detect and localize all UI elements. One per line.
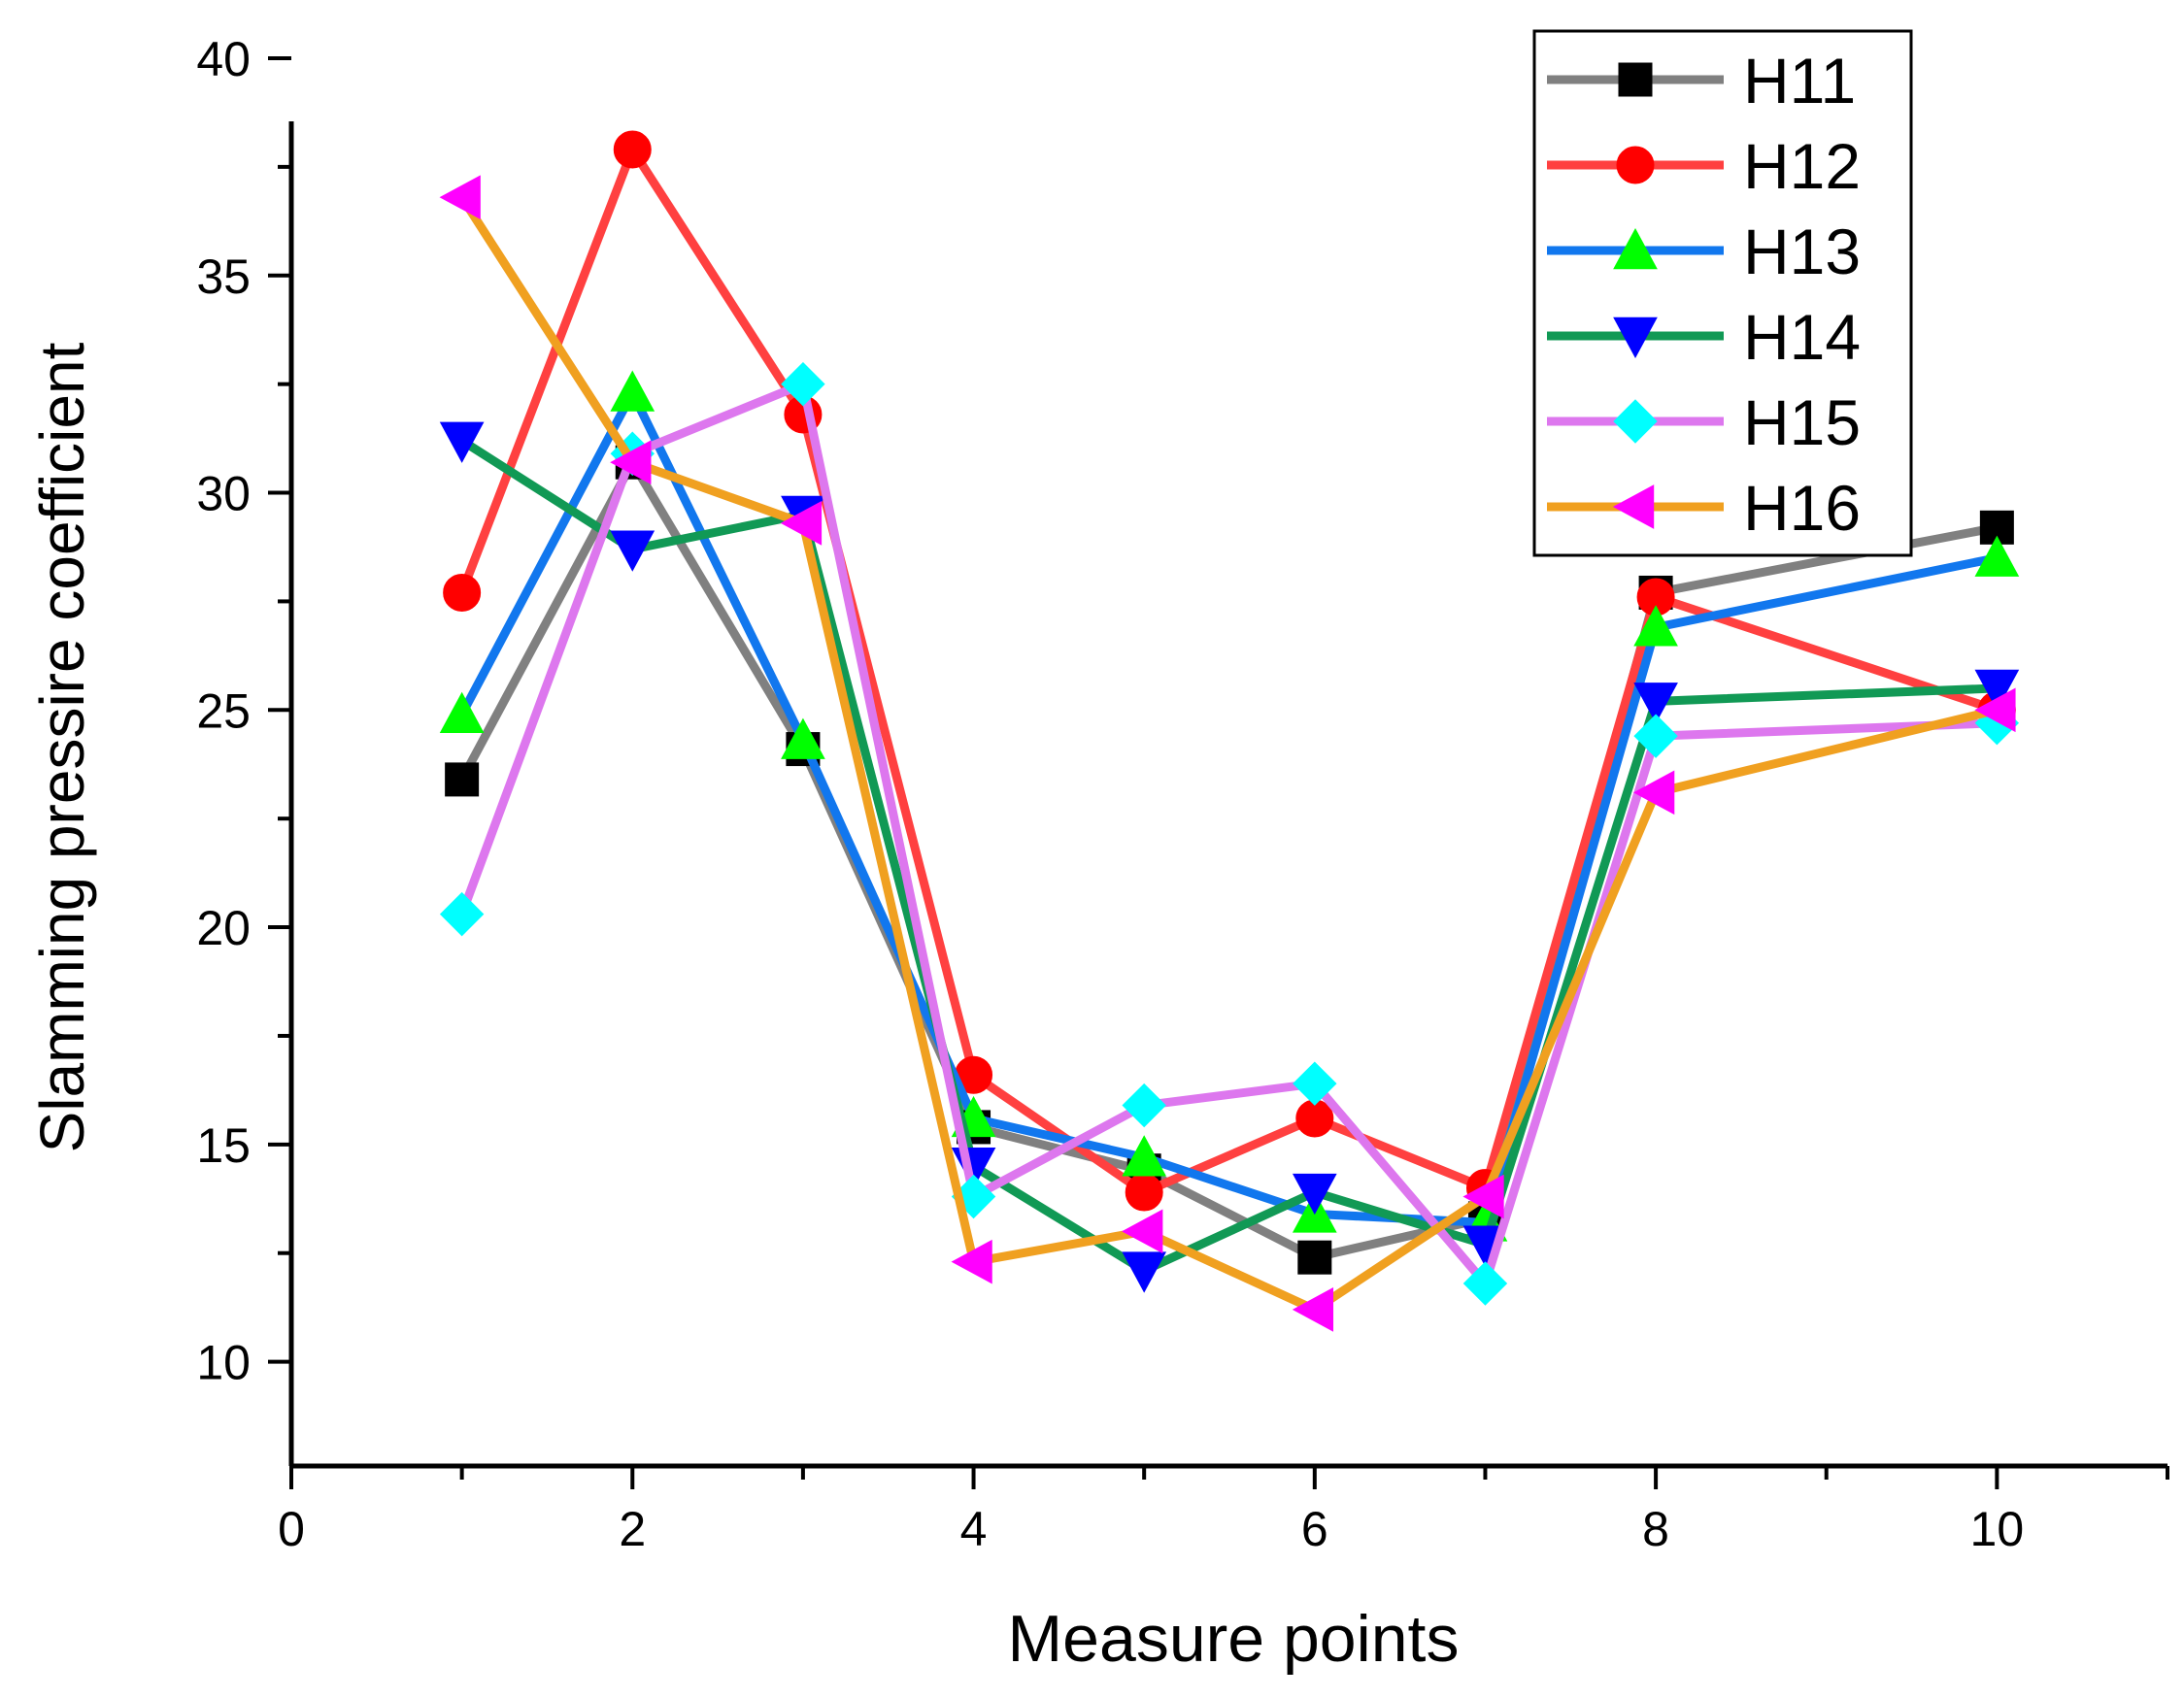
data-point-h13 [1122, 1135, 1167, 1177]
y-tick-label: 20 [196, 901, 251, 955]
x-axis-label: Measure points [1008, 1602, 1460, 1676]
data-point-h16 [610, 440, 652, 485]
legend-label: H12 [1743, 130, 1861, 202]
data-point-h12 [443, 573, 482, 612]
series-h14 [439, 421, 2020, 1293]
data-point-h13 [610, 370, 655, 412]
legend-marker [1612, 484, 1655, 529]
legend-marker [1613, 399, 1658, 444]
data-point-h16 [1122, 1209, 1163, 1254]
data-point-h13 [1633, 605, 1678, 647]
data-point-h16 [1292, 1287, 1334, 1332]
data-point-h15 [1633, 714, 1678, 758]
x-tick-label: 6 [1301, 1502, 1328, 1556]
x-tick-label: 10 [1970, 1502, 2025, 1556]
data-point-h15 [1462, 1261, 1508, 1306]
legend-marker [1616, 146, 1655, 184]
y-axis-label: Slamming pressire coefficient [27, 342, 97, 1152]
data-point-h16 [1974, 687, 2016, 733]
data-point-h14 [1974, 669, 2020, 711]
legend-label: H14 [1743, 301, 1861, 373]
y-tick-label: 30 [196, 467, 251, 521]
legend-label: H16 [1743, 472, 1861, 544]
data-point-h16 [439, 175, 481, 220]
data-point-h15 [439, 891, 485, 937]
y-tick-label: 40 [196, 32, 251, 86]
data-point-h16 [1633, 770, 1675, 816]
legend-entry-h13: H13 [1547, 216, 1861, 287]
x-tick-label: 4 [960, 1502, 988, 1556]
data-point-h13 [439, 691, 485, 733]
data-point-h14 [1292, 1173, 1337, 1216]
legend-entry-h14: H14 [1547, 301, 1861, 373]
series-layer [439, 130, 2020, 1332]
legend-entry-h16: H16 [1547, 472, 1861, 544]
y-tick-label: 10 [196, 1336, 251, 1390]
data-point-h12 [1125, 1173, 1163, 1212]
data-point-h13 [781, 717, 825, 759]
legend-box [1532, 29, 1913, 557]
legend-entry-h15: H15 [1547, 386, 1861, 458]
data-point-h16 [780, 501, 823, 546]
data-point-h15 [781, 361, 825, 407]
data-point-h14 [439, 421, 485, 463]
legend-label: H15 [1743, 386, 1861, 458]
data-point-h14 [1122, 1251, 1167, 1293]
y-tick-label: 35 [196, 250, 251, 304]
data-point-h13 [1974, 535, 2020, 577]
y-tick-label: 25 [196, 683, 251, 738]
x-tick-label: 8 [1642, 1502, 1669, 1556]
x-tick-label: 2 [619, 1502, 646, 1556]
legend-marker [1613, 227, 1658, 270]
data-point-h16 [1462, 1174, 1504, 1219]
data-point-h15 [1293, 1061, 1337, 1106]
axes: 0 2 4 6 8 10 10 15 20 25 30 35 40 [196, 32, 2169, 1556]
data-point-h12 [613, 130, 652, 169]
series-h16 [439, 175, 2016, 1332]
legend-label: H13 [1743, 216, 1861, 287]
legend-label: H11 [1743, 45, 1856, 117]
legend-entry-h11: H11 [1547, 45, 1856, 117]
legend-marker [1618, 62, 1653, 97]
data-point-h14 [1633, 683, 1678, 724]
legend: H11 H12 H13 H14 H15 H16 [1532, 29, 1913, 557]
legend-entry-h12: H12 [1547, 130, 1861, 202]
data-point-h14 [610, 530, 655, 572]
x-tick-label: 0 [278, 1502, 305, 1556]
legend-marker [1613, 316, 1658, 359]
series-h11 [445, 445, 2014, 1275]
data-point-h11 [1297, 1240, 1332, 1275]
y-tick-label: 15 [196, 1118, 251, 1173]
data-point-h15 [1122, 1083, 1166, 1128]
data-point-h11 [445, 762, 480, 797]
data-point-h16 [951, 1239, 992, 1284]
series-line-h11 [457, 457, 2001, 1262]
